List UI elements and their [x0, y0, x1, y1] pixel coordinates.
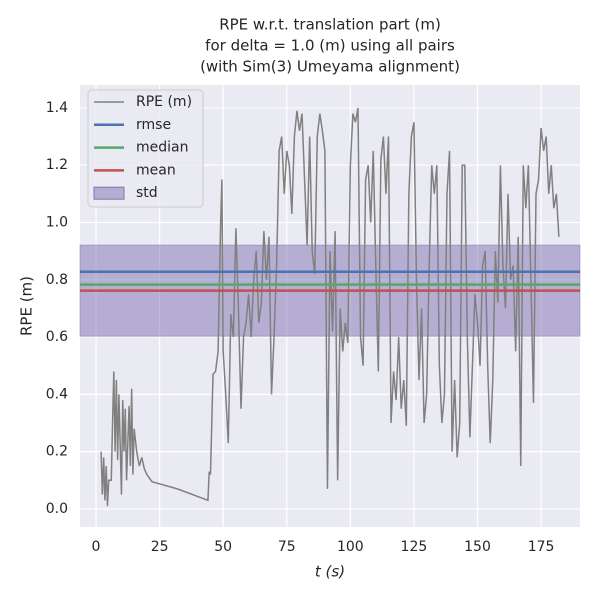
x-tick-label: 25 — [151, 539, 169, 555]
x-tick-label: 50 — [214, 539, 232, 555]
y-tick-label: 1.2 — [46, 157, 68, 173]
data-line — [100, 107, 560, 507]
chart-title: (with Sim(3) Umeyama alignment) — [200, 58, 460, 76]
x-tick-label: 125 — [401, 539, 428, 555]
legend-label: std — [136, 185, 158, 201]
x-tick-label: 75 — [278, 539, 296, 555]
legend-label: RPE (m) — [136, 94, 192, 110]
y-tick-label: 0.0 — [46, 501, 68, 517]
legend: RPE (m) rmse median mean std — [87, 89, 204, 208]
legend-swatch — [93, 186, 125, 200]
y-tick-label: 0.6 — [46, 329, 68, 345]
legend-box — [87, 89, 204, 208]
chart-title: for delta = 1.0 (m) using all pairs — [205, 37, 455, 55]
y-tick-label: 1.0 — [46, 214, 68, 230]
y-tick-label: 1.4 — [46, 100, 68, 116]
legend-label: median — [136, 140, 188, 156]
x-axis-label: t (s) — [315, 563, 345, 581]
legend-label: mean — [136, 162, 176, 178]
chart-title: RPE w.r.t. translation part (m) — [219, 16, 441, 34]
legend-label: rmse — [136, 117, 171, 133]
x-tick-label: 175 — [528, 539, 555, 555]
y-tick-label: 0.4 — [46, 386, 68, 402]
y-tick-label: 0.2 — [46, 444, 68, 460]
y-axis-label: RPE (m) — [18, 276, 36, 336]
y-tick-label: 0.8 — [46, 272, 68, 288]
x-tick-label: 0 — [92, 539, 101, 555]
x-tick-label: 100 — [337, 539, 364, 555]
x-tick-label: 150 — [464, 539, 491, 555]
